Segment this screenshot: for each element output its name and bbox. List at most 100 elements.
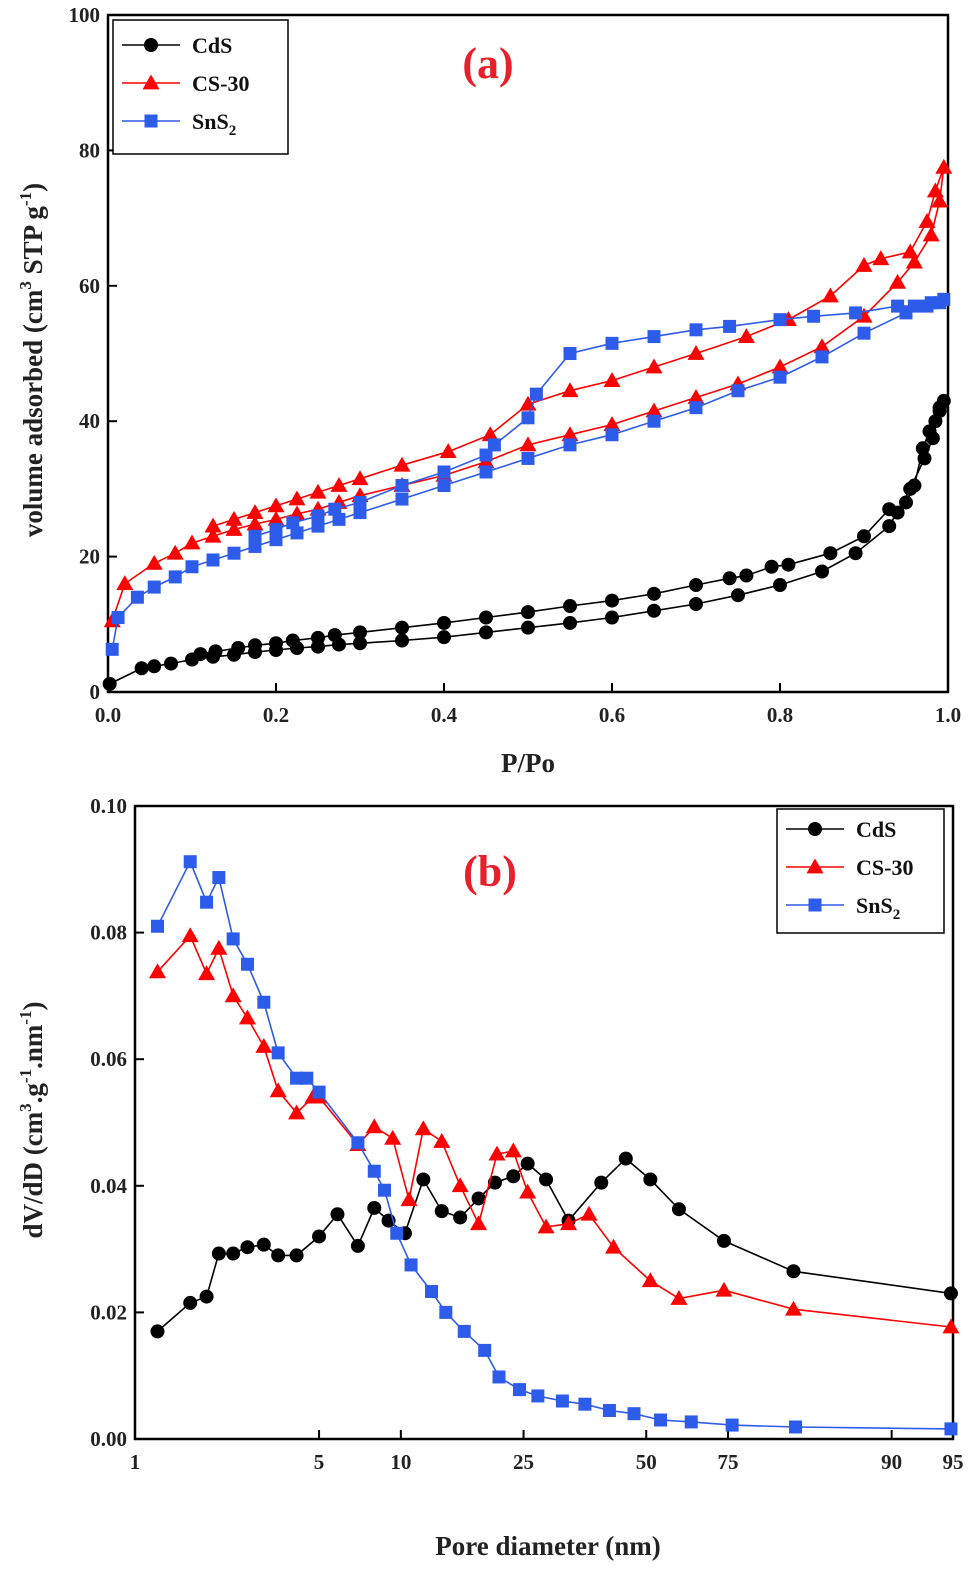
panel-a-sns2-point: [773, 370, 787, 384]
panel-b-sns2-point: [457, 1324, 471, 1338]
panel-b-cs-30-point: [784, 1300, 802, 1316]
panel-b-ylabel-part1: dV/dD (cm: [18, 1111, 48, 1238]
panel-a-sns2-point: [857, 326, 871, 340]
panel-b-legend-marker: [808, 822, 822, 836]
panel-b-sns2-point: [300, 1071, 314, 1085]
panel-a-cs-30-point: [918, 212, 936, 228]
panel-a-sns2-point: [105, 642, 119, 656]
panel-a-sns2-point: [689, 401, 703, 415]
panel-a-cs-30-point: [603, 372, 621, 387]
panel-b-cs-30-point: [181, 927, 199, 943]
panel-a-cds-point: [521, 605, 535, 620]
panel-a-cs-30-point: [561, 382, 579, 398]
panel-a-sns2-point: [185, 560, 199, 574]
panel-a-cds-point: [605, 610, 619, 625]
panel-a-cds-point: [773, 578, 787, 593]
panel-b-x-tick-label: 75: [718, 1450, 739, 1474]
panel-a-cs-30-point: [519, 436, 537, 452]
panel-b-cs-30-point: [224, 987, 242, 1003]
panel-a-cds-point: [285, 633, 300, 648]
panel-b-sns2-point: [578, 1397, 592, 1411]
panel-a-tag: (a): [462, 39, 513, 88]
panel-a-cs-30-point: [931, 192, 949, 208]
panel-a-sns2-point: [529, 387, 543, 401]
panel-b-cds-point: [330, 1207, 345, 1222]
panel-a-cs-30-point: [813, 338, 831, 354]
panel-a-sns2-point: [479, 448, 493, 462]
panel-a-cs-30-point: [561, 426, 579, 442]
panel-b-x-tick-label: 50: [636, 1450, 657, 1474]
panel-a-legend-label: CdS: [192, 33, 232, 58]
panel-b-sns2-point: [425, 1285, 439, 1299]
panel-b-cds-point: [671, 1202, 686, 1217]
panel-b-cs-30-point: [715, 1281, 733, 1297]
panel-b-cs-30-point: [414, 1120, 432, 1136]
panel-b-cs-30-point: [210, 939, 228, 955]
panel-a-cs-30-point: [687, 389, 705, 404]
panel-a-cds-point: [605, 593, 619, 608]
panel-b-ylabel-part2: .g: [18, 1083, 48, 1104]
panel-a-sns2-point: [849, 306, 863, 320]
panel-b-sns2-point: [240, 957, 254, 971]
panel-b-ylabel-sup1: 3: [16, 1103, 35, 1112]
panel-a-cds-point: [781, 557, 796, 572]
panel-b-x-tick-label: 25: [513, 1450, 534, 1474]
panel-a-cds-point: [147, 659, 162, 674]
panel-a-cs-30-point: [603, 416, 621, 431]
panel-b-y-tick-label: 0.06: [90, 1047, 127, 1071]
panel-b-legend: CdS CS-30 SnS2: [776, 808, 945, 934]
panel-b-sns2-point: [212, 871, 226, 885]
panel-a-cs-30-point: [204, 527, 222, 543]
panel-b-cs-30-point: [670, 1289, 688, 1305]
panel-b-legend-marker: [808, 898, 822, 912]
panel-a-cs-30-point: [330, 477, 348, 492]
panel-a-legend-items: CdS CS-30 SnS2: [122, 33, 249, 139]
panel-a-x-tick-label: 1.0: [935, 703, 961, 727]
panel-b-cds-point: [271, 1248, 286, 1263]
panel-b-cs-30-point: [537, 1218, 555, 1234]
panel-a-sns2-point: [311, 509, 325, 523]
panel-b-cds-point: [487, 1175, 502, 1190]
panel-b-cds-point: [471, 1191, 486, 1206]
panel-a-cds-point: [353, 636, 367, 651]
panel-a-sns2-point: [311, 519, 325, 533]
panel-a-x-tick-label: 0.0: [95, 703, 121, 727]
panel-b-x-axis-label: Pore diameter (nm): [435, 1531, 660, 1561]
panel-a-cs-30-point: [771, 358, 789, 374]
panel-a-cds-point: [563, 599, 577, 614]
panel-a-cds-point: [395, 633, 409, 648]
panel-a-cds-point: [857, 529, 871, 544]
panel-a-cs-30-point: [935, 158, 953, 174]
panel-a-cds-point: [521, 620, 535, 635]
panel-a-y-tick-label: 60: [79, 274, 100, 298]
panel-b-cds-point: [594, 1175, 609, 1190]
panel-a-x-tick-label: 0.4: [431, 703, 458, 727]
panel-b-cds-point: [453, 1210, 468, 1225]
panel-b-sns2-point: [312, 1085, 326, 1099]
panel-b-cds-point: [183, 1295, 198, 1310]
panel-b-sns2-point: [725, 1418, 739, 1432]
panel-a-cs-30-point: [288, 490, 306, 506]
panel-b-y-tick-label: 0.00: [90, 1427, 127, 1451]
panel-a-cs-30-point: [267, 497, 285, 513]
panel-b-cds-point: [289, 1248, 304, 1263]
panel-a-sns2-point: [269, 523, 283, 537]
panel-a-sns2-point: [395, 492, 409, 506]
panel-b-cs-30-point: [198, 965, 216, 981]
panel-a-sns2-point: [937, 292, 951, 306]
panel-b-cds-point: [943, 1286, 958, 1301]
panel-b-cds-point: [618, 1151, 633, 1166]
panel-a-sns2-point: [891, 299, 905, 313]
panel-a-cs-30-point: [309, 483, 327, 499]
panel-b-tag: (b): [463, 847, 517, 896]
panel-b-cds-point: [240, 1240, 255, 1255]
panel-b-x-tick-label: 5: [314, 1450, 325, 1474]
panel-b-cds-point: [716, 1233, 731, 1248]
panel-a-sns2-point: [437, 465, 451, 479]
panel-a-cs-30-point: [855, 256, 873, 272]
panel-a-cds-point: [437, 630, 451, 645]
panel-b-cds-point: [150, 1324, 165, 1339]
panel-a-cds-point: [922, 424, 937, 439]
panel-a-cds-point: [848, 546, 863, 561]
